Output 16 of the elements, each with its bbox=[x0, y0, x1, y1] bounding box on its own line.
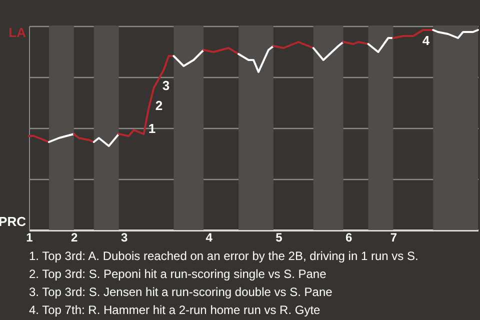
x-tick-label: 6 bbox=[345, 230, 352, 244]
x-tick-label: 1 bbox=[26, 230, 34, 244]
text: 2. Top 3rd: S. Peponi hit a run-scoring single vs S. Pane bbox=[29, 267, 327, 281]
annotation: 1 bbox=[148, 121, 156, 136]
x-tick-label: 5 bbox=[276, 230, 283, 244]
x-tick-label: 7 bbox=[390, 230, 398, 244]
x-tick-label: 4 bbox=[206, 230, 213, 244]
text: 3. Top 3rd: S. Jensen hit a run-scoring double vs S. Pane bbox=[29, 285, 333, 299]
annotation: 4 bbox=[422, 33, 430, 48]
annotation: 2 bbox=[155, 98, 163, 113]
text: LA bbox=[8, 25, 27, 40]
text: 4. Top 7th: R. Hammer hit a 2-run home run vs R. Gyte bbox=[29, 303, 321, 317]
x-tick-label: 2 bbox=[71, 230, 78, 244]
annotation: 3 bbox=[162, 78, 170, 93]
x-tick-label: 3 bbox=[120, 230, 128, 244]
text: 1. Top 3rd: A. Dubois reached on an error by the 2B, driving in 1 run vs S. bbox=[29, 249, 418, 263]
